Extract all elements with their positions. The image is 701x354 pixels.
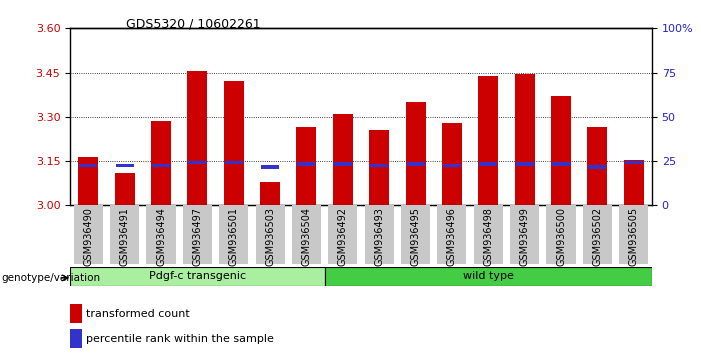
- Text: wild type: wild type: [463, 271, 514, 281]
- Bar: [147, 205, 175, 264]
- Bar: [325, 267, 652, 286]
- Bar: [370, 164, 388, 167]
- Text: GSM936501: GSM936501: [229, 207, 239, 266]
- Text: GSM936491: GSM936491: [120, 207, 130, 266]
- Text: GDS5320 / 10602261: GDS5320 / 10602261: [126, 18, 261, 31]
- Bar: [510, 205, 539, 264]
- Bar: [260, 182, 280, 205]
- Bar: [547, 205, 576, 264]
- Bar: [552, 162, 570, 166]
- Bar: [297, 127, 316, 205]
- Bar: [479, 162, 497, 166]
- Bar: [70, 329, 82, 348]
- Bar: [619, 205, 648, 264]
- Text: GSM936490: GSM936490: [83, 207, 93, 266]
- Bar: [474, 205, 503, 264]
- Bar: [79, 157, 98, 205]
- Bar: [401, 205, 430, 264]
- Bar: [437, 205, 466, 264]
- Bar: [334, 162, 352, 166]
- Bar: [406, 102, 426, 205]
- Bar: [70, 267, 325, 286]
- Bar: [365, 205, 394, 264]
- Text: GSM936494: GSM936494: [156, 207, 166, 266]
- Bar: [515, 74, 535, 205]
- Bar: [624, 160, 644, 205]
- Text: GSM936504: GSM936504: [301, 207, 311, 266]
- Text: genotype/variation: genotype/variation: [1, 273, 100, 283]
- Bar: [583, 205, 612, 264]
- Text: GSM936502: GSM936502: [592, 207, 602, 266]
- Text: GSM936495: GSM936495: [411, 207, 421, 266]
- Text: GSM936498: GSM936498: [483, 207, 494, 266]
- Bar: [151, 121, 171, 205]
- Bar: [328, 205, 358, 264]
- Bar: [224, 81, 244, 205]
- Text: GSM936505: GSM936505: [629, 207, 639, 266]
- Bar: [219, 205, 248, 264]
- Text: GSM936499: GSM936499: [519, 207, 530, 266]
- Bar: [74, 205, 103, 264]
- Text: GSM936492: GSM936492: [338, 207, 348, 266]
- Bar: [407, 162, 425, 166]
- Bar: [225, 161, 243, 164]
- Bar: [333, 114, 353, 205]
- Text: percentile rank within the sample: percentile rank within the sample: [86, 333, 274, 344]
- Bar: [115, 173, 135, 205]
- Bar: [110, 205, 139, 264]
- Text: Pdgf-c transgenic: Pdgf-c transgenic: [149, 271, 246, 281]
- Bar: [152, 164, 170, 167]
- Bar: [551, 96, 571, 205]
- Bar: [478, 75, 498, 205]
- Bar: [116, 164, 134, 167]
- Bar: [297, 162, 315, 166]
- Text: GSM936503: GSM936503: [265, 207, 275, 266]
- Text: GSM936493: GSM936493: [374, 207, 384, 266]
- Bar: [587, 127, 607, 205]
- Bar: [256, 205, 285, 264]
- Bar: [187, 71, 207, 205]
- Bar: [79, 164, 97, 167]
- Bar: [442, 123, 462, 205]
- Text: GSM936497: GSM936497: [192, 207, 203, 266]
- Bar: [70, 304, 82, 323]
- Bar: [369, 130, 389, 205]
- Text: transformed count: transformed count: [86, 309, 190, 319]
- Text: GSM936496: GSM936496: [447, 207, 457, 266]
- Bar: [292, 205, 321, 264]
- Bar: [443, 164, 461, 167]
- Text: GSM936500: GSM936500: [556, 207, 566, 266]
- Bar: [261, 165, 279, 169]
- Bar: [183, 205, 212, 264]
- Bar: [189, 161, 206, 164]
- Bar: [588, 165, 606, 169]
- Bar: [625, 161, 643, 164]
- Bar: [516, 162, 533, 166]
